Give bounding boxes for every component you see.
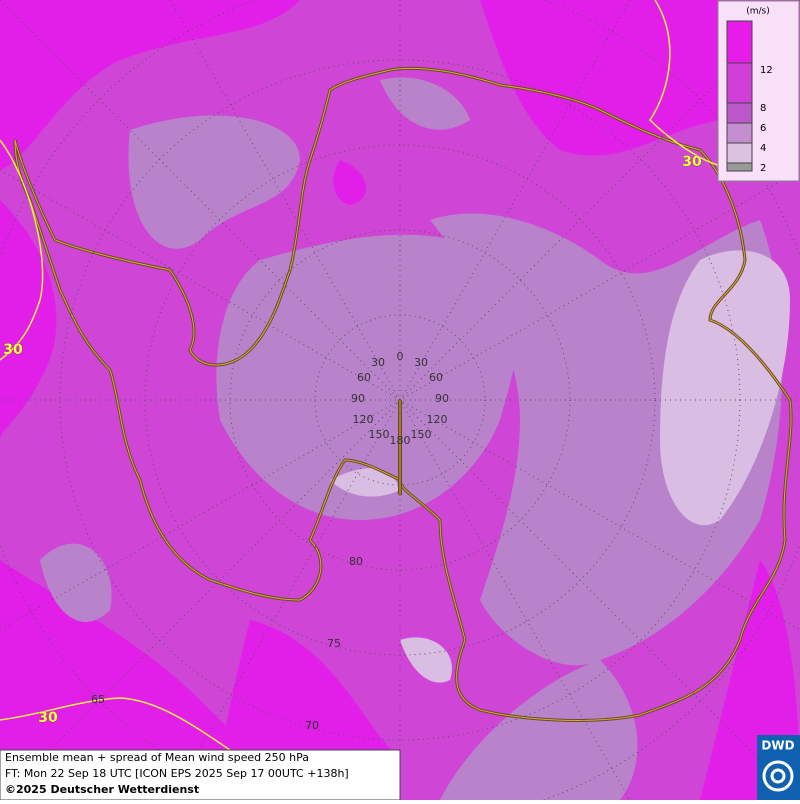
meridian-label: 30 [371, 356, 385, 369]
meridian-label: 150 [369, 428, 390, 441]
meridian-label: 120 [353, 413, 374, 426]
coastline [14, 67, 792, 721]
legend-label: 6 [760, 123, 766, 134]
legend-label: 12 [760, 65, 773, 76]
meridian-label: 150 [411, 428, 432, 441]
meridian-label: 60 [357, 371, 371, 384]
latitude-label: 75 [327, 637, 341, 650]
legend-label: 8 [760, 103, 766, 114]
legend-swatch [726, 62, 753, 104]
meridian-label: 30 [414, 356, 428, 369]
latitude-label: 80 [349, 555, 363, 568]
meridian-label: 120 [427, 413, 448, 426]
legend-swatch [726, 122, 753, 144]
contour-label: 30 [3, 342, 23, 358]
low-wind-regions [330, 250, 790, 683]
legend-swatch [726, 102, 753, 124]
meridian-label: 90 [435, 392, 449, 405]
meridian-label: 60 [429, 371, 443, 384]
contours [0, 0, 719, 751]
contour-label: 30 [682, 154, 702, 170]
legend-label: 2 [760, 163, 766, 174]
caption-line: Ensemble mean + spread of Mean wind spee… [5, 751, 309, 764]
legend-swatch [726, 162, 753, 172]
legend: (m/s) 12 8 6 4 2 [717, 0, 800, 182]
latitude-label: 65 [91, 693, 105, 706]
legend-label: 4 [760, 143, 766, 154]
legend-swatch [726, 142, 753, 164]
caption-line: ©2025 Deutscher Wetterdienst [5, 783, 199, 796]
legend-swatch [726, 20, 753, 64]
caption-box [0, 749, 401, 801]
logo-swirl [770, 768, 786, 784]
legend-unit: (m/s) [746, 7, 770, 17]
contour-label: 30 [38, 710, 58, 726]
meridian-label: 180 [390, 434, 411, 447]
logo: DWD [757, 735, 800, 800]
meridian-label: 90 [351, 392, 365, 405]
meridian-label: 0 [397, 350, 404, 363]
logo-text: DWD [761, 739, 794, 753]
latitude-label: 70 [305, 719, 319, 732]
logo-swirl [762, 760, 794, 792]
caption-line: FT: Mon 22 Sep 18 UTC [ICON EPS 2025 Sep… [5, 767, 349, 780]
caption: Ensemble mean + spread of Mean wind spee… [0, 749, 401, 801]
